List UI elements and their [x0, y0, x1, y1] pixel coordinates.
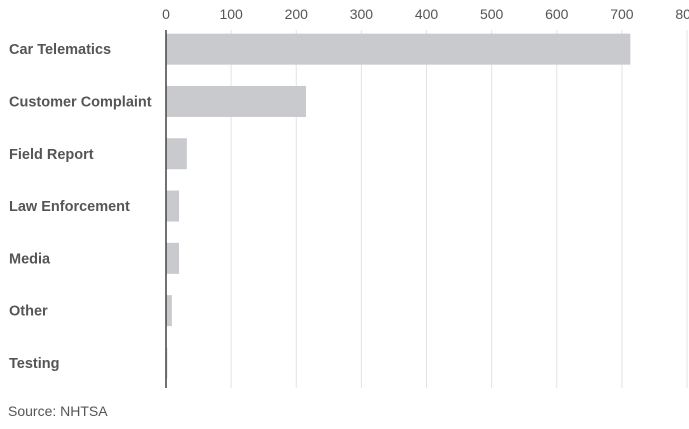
x-tick-label: 0	[162, 6, 170, 22]
category-label: Field Report	[9, 147, 94, 163]
category-label: Other	[9, 304, 48, 320]
category-label: Customer Complaint	[9, 94, 152, 110]
category-label: Testing	[9, 356, 59, 372]
x-tick-label: 500	[480, 6, 504, 22]
x-tick-label: 600	[545, 6, 569, 22]
source-note: Source: NHTSA	[8, 403, 108, 419]
bar	[166, 138, 187, 170]
x-tick-label: 800	[675, 6, 689, 22]
bar	[166, 190, 180, 222]
category-label: Media	[9, 251, 51, 267]
x-tick-label: 100	[219, 6, 243, 22]
x-tick-label: 700	[610, 6, 634, 22]
x-tick-label: 300	[350, 6, 374, 22]
x-tick-label: 400	[415, 6, 439, 22]
bar	[166, 33, 631, 65]
bar	[166, 242, 180, 274]
category-label: Law Enforcement	[9, 199, 130, 215]
x-tick-label: 200	[285, 6, 309, 22]
bar	[166, 85, 307, 117]
category-label: Car Telematics	[9, 42, 111, 58]
bar	[166, 295, 172, 327]
